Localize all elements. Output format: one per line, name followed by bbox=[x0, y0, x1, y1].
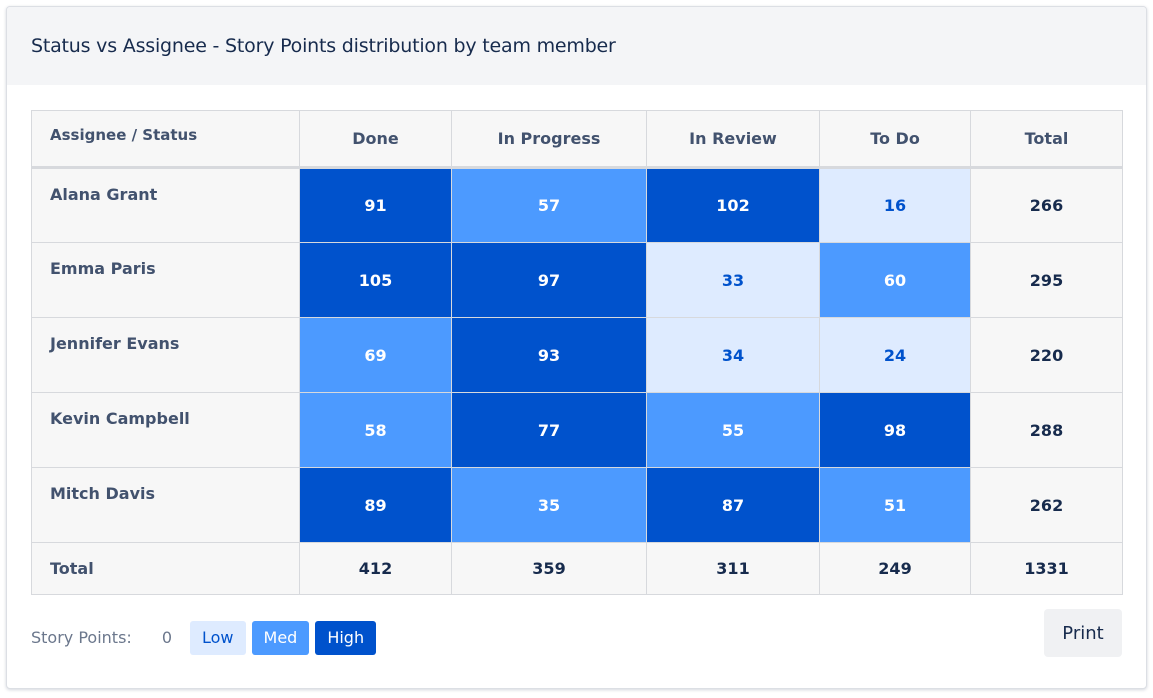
column-header: In Progress bbox=[451, 110, 647, 169]
heatmap-cell[interactable]: 55 bbox=[646, 392, 820, 468]
heatmap-cell[interactable]: 58 bbox=[299, 392, 452, 468]
heatmap-cell[interactable]: 87 bbox=[646, 467, 820, 543]
legend-label: Story Points: bbox=[31, 628, 132, 647]
column-total: 412 bbox=[299, 542, 452, 595]
heatmap-table: Assignee / Status Done In Progress In Re… bbox=[31, 110, 1123, 595]
heatmap-cell[interactable]: 60 bbox=[819, 242, 971, 318]
row-total: 262 bbox=[970, 467, 1123, 543]
total-row: Total 412 359 311 249 1331 bbox=[31, 542, 1123, 595]
report-card: Status vs Assignee - Story Points distri… bbox=[6, 6, 1147, 689]
heatmap-cell[interactable]: 57 bbox=[451, 167, 647, 243]
assignee-row: Alana Grant 91 57 102 16 266 bbox=[31, 167, 1123, 243]
heatmap-cell[interactable]: 93 bbox=[451, 317, 647, 393]
heatmap-cell[interactable]: 98 bbox=[819, 392, 971, 468]
column-total: 359 bbox=[451, 542, 647, 595]
column-total: 311 bbox=[646, 542, 820, 595]
heatmap-cell[interactable]: 77 bbox=[451, 392, 647, 468]
heatmap-cell[interactable]: 97 bbox=[451, 242, 647, 318]
legend: Story Points: 0 Low Med High bbox=[31, 620, 382, 655]
column-header: To Do bbox=[819, 110, 971, 169]
total-row-label: Total bbox=[31, 542, 300, 595]
heatmap-cell[interactable]: 51 bbox=[819, 467, 971, 543]
heatmap-cell[interactable]: 16 bbox=[819, 167, 971, 243]
assignee-row: Jennifer Evans 69 93 34 24 220 bbox=[31, 317, 1123, 393]
heatmap-cell[interactable]: 91 bbox=[299, 167, 452, 243]
assignee-name: Alana Grant bbox=[31, 167, 300, 243]
grand-total: 1331 bbox=[970, 542, 1123, 595]
assignee-row: Emma Paris 105 97 33 60 295 bbox=[31, 242, 1123, 318]
column-header: Done bbox=[299, 110, 452, 169]
heatmap-cell[interactable]: 105 bbox=[299, 242, 452, 318]
column-header: In Review bbox=[646, 110, 820, 169]
column-total: 249 bbox=[819, 542, 971, 595]
corner-header: Assignee / Status bbox=[31, 110, 300, 169]
assignee-name: Kevin Campbell bbox=[31, 392, 300, 468]
row-total: 288 bbox=[970, 392, 1123, 468]
heatmap-cell[interactable]: 34 bbox=[646, 317, 820, 393]
row-total: 266 bbox=[970, 167, 1123, 243]
heatmap-cell[interactable]: 24 bbox=[819, 317, 971, 393]
row-total: 220 bbox=[970, 317, 1123, 393]
card-header: Status vs Assignee - Story Points distri… bbox=[7, 7, 1146, 85]
header-row: Assignee / Status Done In Progress In Re… bbox=[31, 110, 1123, 169]
heatmap-cell[interactable]: 89 bbox=[299, 467, 452, 543]
print-button[interactable]: Print bbox=[1044, 609, 1122, 657]
report-title: Status vs Assignee - Story Points distri… bbox=[31, 35, 616, 57]
legend-zero: 0 bbox=[161, 628, 172, 647]
total-column-header: Total bbox=[970, 110, 1123, 169]
row-total: 295 bbox=[970, 242, 1123, 318]
assignee-row: Mitch Davis 89 35 87 51 262 bbox=[31, 467, 1123, 543]
legend-low-chip: Low bbox=[190, 620, 246, 655]
legend-med-chip: Med bbox=[251, 620, 310, 655]
assignee-name: Jennifer Evans bbox=[31, 317, 300, 393]
heatmap-cell[interactable]: 35 bbox=[451, 467, 647, 543]
heatmap-cell[interactable]: 33 bbox=[646, 242, 820, 318]
heatmap-cell[interactable]: 102 bbox=[646, 167, 820, 243]
assignee-name: Emma Paris bbox=[31, 242, 300, 318]
assignee-name: Mitch Davis bbox=[31, 467, 300, 543]
assignee-row: Kevin Campbell 58 77 55 98 288 bbox=[31, 392, 1123, 468]
legend-high-chip: High bbox=[315, 620, 377, 655]
heatmap-cell[interactable]: 69 bbox=[299, 317, 452, 393]
